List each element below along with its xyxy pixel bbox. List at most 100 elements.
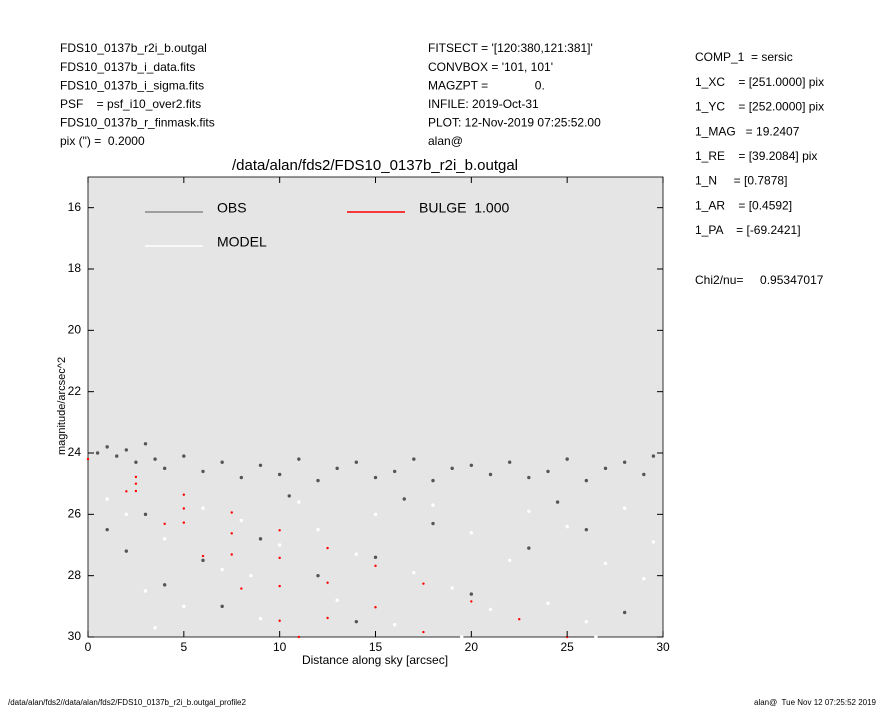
header-right-line: 1_RE = [39.2084] pix xyxy=(695,149,817,163)
header-left-line: FDS10_0137b_i_sigma.fits xyxy=(60,78,204,92)
point xyxy=(134,489,138,493)
header-middle-line: INFILE: 2019-Oct-31 xyxy=(428,97,539,111)
point xyxy=(412,570,416,575)
y-tick-label: 24 xyxy=(68,445,82,459)
point xyxy=(450,586,454,590)
point xyxy=(134,482,138,485)
point xyxy=(258,463,263,467)
point xyxy=(240,587,243,590)
y-tick-label: 16 xyxy=(68,200,82,214)
point xyxy=(220,604,224,609)
point xyxy=(239,518,244,523)
x-tick-label: 5 xyxy=(180,640,187,654)
point xyxy=(316,478,320,483)
point xyxy=(278,619,281,622)
point xyxy=(258,616,263,621)
point xyxy=(201,469,205,474)
point xyxy=(230,553,233,556)
point xyxy=(297,635,301,639)
point xyxy=(392,623,397,627)
point xyxy=(143,512,148,517)
point xyxy=(105,445,109,449)
header-left-line: FDS10_0137b_i_data.fits xyxy=(60,60,195,74)
point xyxy=(230,532,233,535)
point xyxy=(335,466,339,471)
point xyxy=(354,619,359,624)
point xyxy=(326,616,329,620)
point xyxy=(422,630,425,634)
x-tick-label: 25 xyxy=(560,640,574,654)
point xyxy=(153,626,157,630)
footer-left: /data/alan/fds2//data/alan/fds2/FDS10_01… xyxy=(8,698,247,707)
y-tick-label: 22 xyxy=(68,384,82,398)
point xyxy=(460,635,464,639)
point xyxy=(278,556,281,560)
point xyxy=(163,522,166,526)
y-tick-label: 18 xyxy=(68,261,82,275)
header-middle-line: MAGZPT = 0. xyxy=(428,78,545,92)
point xyxy=(373,555,378,559)
point xyxy=(335,598,339,602)
marks xyxy=(86,442,656,639)
point xyxy=(354,552,359,556)
point xyxy=(201,506,205,510)
x-tick-label: 10 xyxy=(273,640,287,654)
header-middle-line: alan@ xyxy=(428,134,463,148)
point xyxy=(488,607,493,612)
point xyxy=(603,561,608,566)
point xyxy=(642,472,646,477)
header-left-line: pix (") = 0.2000 xyxy=(60,134,145,148)
header-right-line: 1_YC = [252.0000] pix xyxy=(695,100,824,114)
point xyxy=(431,503,435,507)
point xyxy=(182,604,186,609)
x-tick-label: 15 xyxy=(369,640,383,654)
point xyxy=(546,469,550,474)
point xyxy=(182,521,186,524)
header-middle-line: PLOT: 12-Nov-2019 07:25:52.00 xyxy=(428,116,601,130)
point xyxy=(527,475,531,480)
header-left-line: FDS10_0137b_r_finmask.fits xyxy=(60,116,215,130)
point xyxy=(565,457,569,461)
point xyxy=(450,466,454,471)
point xyxy=(105,527,109,532)
point xyxy=(470,600,473,603)
point xyxy=(555,500,560,504)
point xyxy=(278,529,281,532)
point xyxy=(651,454,656,458)
point xyxy=(518,618,521,621)
point xyxy=(201,558,205,563)
point xyxy=(469,531,474,535)
point xyxy=(162,466,167,471)
point xyxy=(220,460,224,464)
point xyxy=(374,606,377,609)
point xyxy=(622,610,627,615)
point xyxy=(249,573,253,578)
point xyxy=(143,589,148,593)
point xyxy=(124,549,129,553)
x-tick-label: 20 xyxy=(465,640,479,654)
legend-label: MODEL xyxy=(217,234,267,250)
point xyxy=(86,457,90,461)
point xyxy=(488,472,493,477)
point xyxy=(402,497,406,501)
x-tick-label: 0 xyxy=(85,640,92,654)
point xyxy=(412,457,416,461)
point xyxy=(143,442,148,446)
point xyxy=(134,460,138,464)
y-axis-label: magnitude/arcsec^2 xyxy=(56,357,68,455)
point xyxy=(278,584,281,588)
point xyxy=(422,582,425,585)
point xyxy=(392,469,397,474)
header-left-line: PSF = psf_i10_over2.fits xyxy=(60,97,201,111)
point xyxy=(258,537,263,541)
point xyxy=(287,494,291,498)
header-right-line: COMP_1 = sersic xyxy=(695,50,793,64)
point xyxy=(182,454,186,458)
plot-area xyxy=(87,176,664,638)
point xyxy=(603,466,608,471)
legend-label: BULGE 1.000 xyxy=(419,200,509,216)
point xyxy=(622,506,627,510)
point xyxy=(125,490,128,493)
point xyxy=(431,521,435,526)
point xyxy=(373,512,378,517)
